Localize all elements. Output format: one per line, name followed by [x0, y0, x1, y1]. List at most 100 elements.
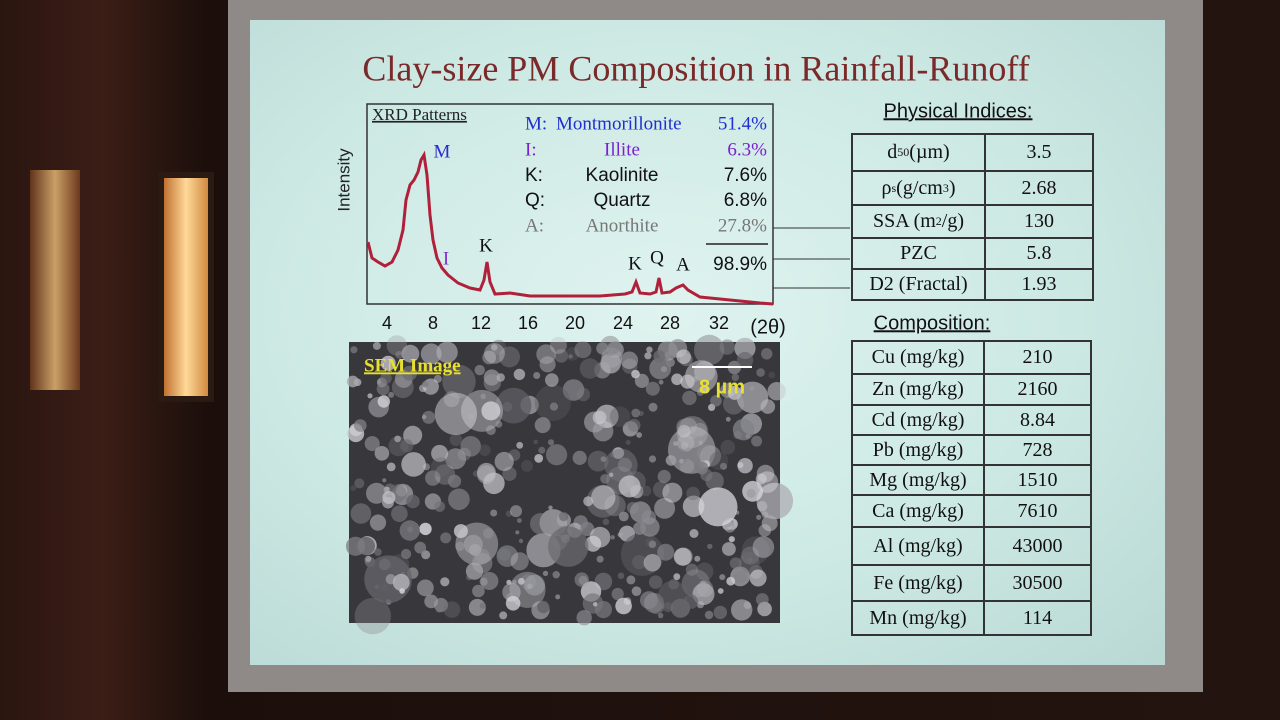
sem-texture: [631, 369, 640, 379]
xrd-curve: [366, 150, 774, 306]
sem-texture: [600, 456, 607, 462]
sem-texture: [442, 364, 476, 399]
sem-texture: [674, 547, 693, 566]
sem-texture: [618, 511, 629, 522]
sem-texture: [728, 536, 735, 543]
legend-percent: 6.8%: [724, 190, 767, 211]
table-label: Mn (mg/kg): [851, 600, 985, 636]
sem-texture: [395, 351, 404, 359]
sem-texture: [631, 586, 642, 596]
sem-texture: [720, 462, 727, 470]
sem-texture: [513, 368, 526, 381]
sem-texture: [767, 382, 786, 401]
label-part: 2: [935, 214, 942, 228]
label-part: (µm): [909, 141, 950, 163]
peak-label: A: [676, 254, 690, 275]
sem-texture: [524, 574, 546, 596]
sem-texture: [626, 575, 636, 585]
peak-label: Q: [650, 247, 664, 268]
sem-texture: [472, 584, 485, 598]
sem-texture: [377, 395, 390, 408]
label-part: PZC: [900, 242, 937, 264]
sem-texture: [617, 457, 633, 472]
sem-texture: [549, 336, 567, 354]
label-part: 50: [897, 145, 910, 159]
sem-texture: [354, 419, 367, 432]
sem-texture: [457, 447, 471, 461]
sem-texture: [755, 473, 767, 485]
table-value: 30500: [983, 564, 1092, 602]
table-label: D2 (Fractal): [851, 268, 986, 301]
sem-texture: [495, 420, 503, 428]
table-value: 2160: [983, 373, 1092, 406]
sem-texture: [378, 558, 391, 571]
sem-texture: [448, 488, 470, 511]
sem-texture: [648, 455, 657, 463]
sem-texture: [707, 543, 713, 550]
sem-texture: [756, 471, 779, 493]
sem-texture: [552, 571, 560, 579]
sem-texture: [733, 430, 742, 440]
sem-texture: [521, 460, 533, 472]
sem-texture: [600, 474, 610, 484]
sem-texture: [554, 349, 569, 363]
sem-texture: [420, 343, 442, 365]
sem-texture: [618, 475, 641, 498]
sem-texture: [596, 555, 604, 563]
sem-texture: [502, 466, 517, 481]
sem-texture: [530, 513, 552, 535]
label-part: /g): [941, 210, 965, 232]
x-tick-label: 8: [428, 313, 438, 333]
label-part: ): [948, 176, 956, 199]
sem-texture: [479, 444, 491, 457]
sem-texture: [346, 375, 359, 388]
sem-texture: [545, 373, 559, 387]
sem-texture: [388, 391, 395, 398]
sem-texture: [422, 414, 427, 420]
sem-texture: [392, 573, 410, 591]
sem-texture: [583, 496, 594, 507]
sem-texture: [499, 611, 508, 620]
sem-texture: [447, 474, 462, 488]
legend-key: A:: [525, 215, 544, 236]
sem-texture: [486, 425, 496, 436]
label-part: Mn (mg/kg): [869, 606, 967, 629]
plot-frame: [366, 103, 774, 305]
sem-texture: [515, 530, 520, 535]
sem-texture: [374, 548, 382, 556]
sem-texture: [620, 351, 639, 370]
sem-texture: [576, 387, 591, 402]
sem-texture: [677, 424, 691, 438]
legend-name: Montmorillonite: [556, 113, 682, 134]
sem-texture: [582, 593, 604, 614]
sem-texture: [673, 573, 681, 581]
sem-texture: [466, 574, 473, 581]
sem-texture: [502, 401, 513, 412]
sem-texture: [369, 514, 387, 531]
sem-texture: [394, 435, 401, 443]
table-label: Cu (mg/kg): [851, 340, 985, 375]
legend-key: M:: [525, 113, 547, 134]
sem-texture: [689, 529, 699, 538]
table-label: Ca (mg/kg): [851, 494, 985, 528]
sem-texture: [757, 601, 772, 617]
sem-texture: [673, 547, 692, 566]
sem-texture: [757, 501, 768, 512]
sem-texture: [733, 571, 747, 584]
table-value: 210: [983, 340, 1092, 375]
sem-texture: [414, 541, 427, 554]
sem-texture: [698, 487, 738, 527]
label-part: Cu (mg/kg): [871, 346, 965, 368]
sem-texture: [402, 365, 417, 381]
sem-texture: [518, 577, 525, 585]
total: 98.9%: [713, 254, 767, 275]
sem-texture: [480, 572, 499, 590]
sem-texture: [609, 406, 631, 427]
sem-texture: [657, 469, 671, 484]
sem-texture: [617, 572, 625, 580]
sem-texture: [527, 583, 533, 589]
sem-texture: [692, 376, 698, 382]
x-tick-label: 4: [382, 313, 392, 333]
